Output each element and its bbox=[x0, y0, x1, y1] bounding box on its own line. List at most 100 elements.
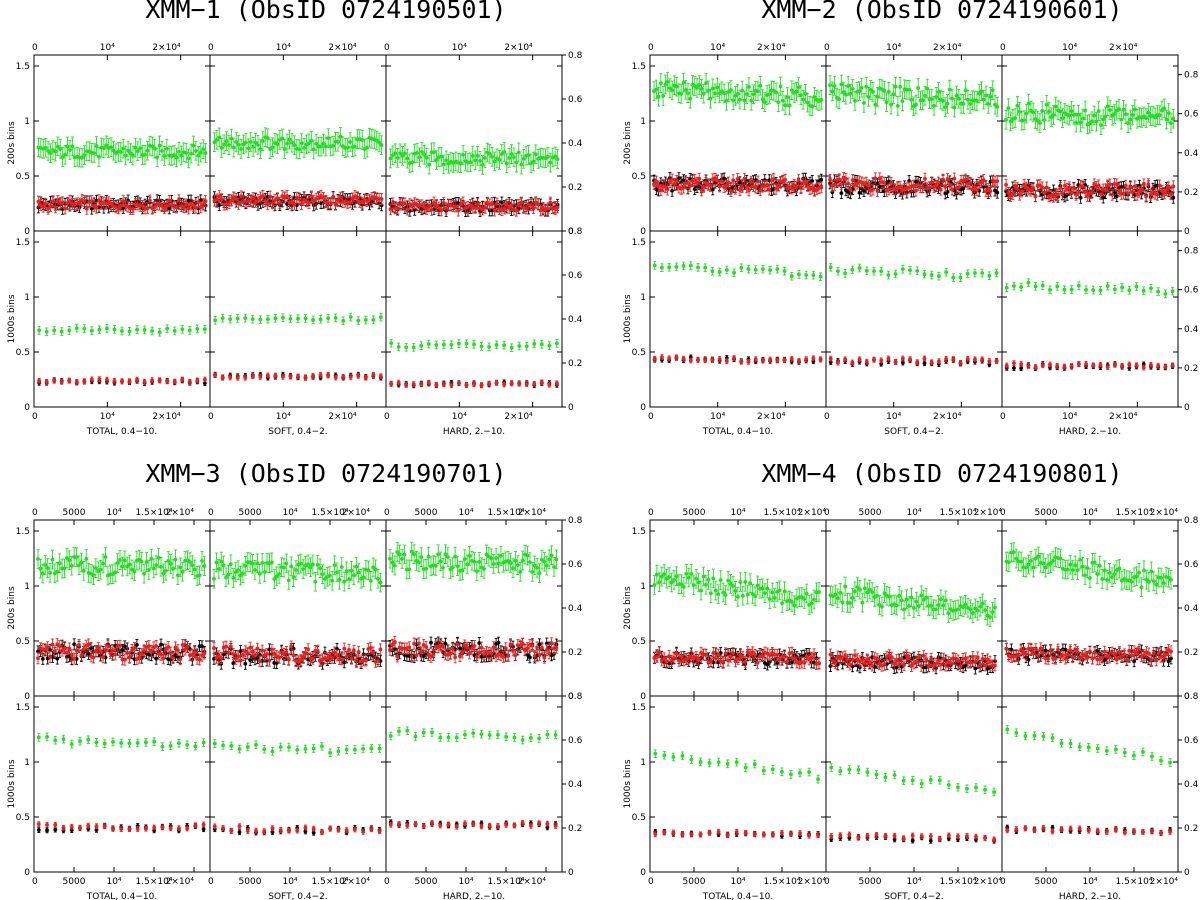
data-point bbox=[688, 261, 693, 270]
data-point bbox=[50, 549, 55, 570]
data-point bbox=[378, 312, 383, 322]
data-point bbox=[692, 76, 697, 96]
data-point bbox=[265, 128, 270, 148]
data-point bbox=[53, 735, 58, 745]
data-point bbox=[746, 264, 751, 274]
y-tick-label-left: 0 bbox=[640, 403, 646, 413]
data-point bbox=[116, 202, 121, 215]
data-point bbox=[915, 266, 920, 276]
series-green bbox=[829, 763, 996, 797]
data-point bbox=[829, 833, 834, 839]
data-point bbox=[922, 360, 927, 367]
y-tick-label-left: 0 bbox=[640, 868, 646, 878]
x-tick-label: 0 bbox=[648, 43, 654, 53]
data-point bbox=[670, 184, 675, 197]
data-point bbox=[929, 270, 934, 280]
data-point bbox=[479, 342, 484, 351]
data-point bbox=[446, 153, 451, 174]
data-point bbox=[48, 143, 53, 163]
data-point bbox=[1127, 361, 1132, 368]
data-point bbox=[948, 599, 953, 619]
data-point bbox=[809, 593, 814, 614]
data-point bbox=[970, 603, 975, 623]
data-point bbox=[214, 193, 219, 206]
data-point bbox=[228, 640, 233, 653]
data-point bbox=[836, 266, 840, 276]
data-point bbox=[196, 145, 201, 166]
data-point bbox=[886, 82, 891, 102]
data-point bbox=[174, 201, 179, 214]
data-point bbox=[701, 83, 706, 104]
data-point bbox=[471, 728, 476, 738]
data-point bbox=[397, 726, 401, 736]
series-red bbox=[388, 819, 558, 830]
data-point bbox=[674, 262, 679, 272]
data-point bbox=[263, 195, 268, 208]
data-point bbox=[43, 137, 48, 158]
data-point bbox=[479, 729, 484, 739]
data-point bbox=[509, 343, 514, 353]
data-point bbox=[1168, 758, 1172, 767]
data-point bbox=[830, 586, 835, 606]
data-point bbox=[393, 143, 398, 164]
y-tick-label-right: 0.2 bbox=[568, 183, 582, 193]
data-point bbox=[728, 80, 733, 100]
data-point bbox=[106, 138, 111, 158]
data-point bbox=[1105, 96, 1110, 117]
data-point bbox=[67, 326, 72, 335]
y-tick-label-right: 0.6 bbox=[1184, 286, 1199, 296]
data-point bbox=[731, 576, 735, 596]
data-point bbox=[184, 143, 189, 163]
series-green bbox=[828, 576, 997, 627]
data-point bbox=[52, 326, 57, 335]
row-label: 200s bins bbox=[7, 121, 17, 165]
y-tick-label-left: 0.5 bbox=[16, 813, 30, 823]
data-point bbox=[441, 340, 446, 349]
data-point bbox=[1151, 571, 1156, 591]
data-point bbox=[248, 195, 253, 208]
x-tick-label: 10⁴ bbox=[1062, 43, 1077, 53]
data-point bbox=[162, 146, 167, 166]
x-tick-label: 0 bbox=[1000, 508, 1006, 518]
y-tick-label-right: 0.4 bbox=[1184, 325, 1199, 335]
data-point bbox=[1105, 281, 1110, 291]
data-point bbox=[1067, 105, 1072, 126]
data-point bbox=[1033, 282, 1038, 291]
data-point bbox=[921, 590, 926, 610]
band-label: HARD, 2.−10. bbox=[1059, 892, 1121, 900]
data-point bbox=[696, 572, 701, 593]
data-point bbox=[143, 144, 147, 165]
chart-group-2: XMM−2 (ObsID 0724190601) 0 10⁴ 2×10⁴ 0 0.5 1 1.… bbox=[623, 0, 1199, 437]
data-point bbox=[44, 327, 49, 337]
data-point bbox=[484, 544, 489, 565]
data-point bbox=[936, 271, 941, 281]
x-tick-label: 2×10⁴ bbox=[328, 43, 357, 53]
y-tick-label-right: 0.4 bbox=[1184, 604, 1199, 614]
data-point bbox=[81, 561, 86, 581]
data-point bbox=[494, 340, 499, 350]
band-label: TOTAL, 0.4−10. bbox=[86, 892, 157, 900]
data-point bbox=[892, 770, 897, 780]
data-point bbox=[893, 358, 898, 365]
data-point bbox=[774, 82, 778, 103]
panel-200s-soft: 0 10⁴ 2×10⁴ bbox=[824, 43, 1003, 232]
data-point bbox=[1171, 108, 1176, 129]
data-point bbox=[133, 137, 138, 158]
data-point bbox=[1053, 96, 1058, 117]
row-label: 200s bins bbox=[623, 121, 633, 165]
data-point bbox=[965, 269, 970, 279]
data-point bbox=[847, 831, 852, 838]
data-point bbox=[430, 728, 434, 737]
x-tick-label: 0 bbox=[32, 508, 38, 518]
data-point bbox=[265, 198, 270, 211]
data-point bbox=[910, 832, 915, 839]
data-point bbox=[256, 135, 260, 155]
data-point bbox=[1088, 568, 1092, 588]
data-point bbox=[258, 139, 263, 159]
series-green bbox=[653, 749, 820, 784]
data-point bbox=[1129, 572, 1134, 592]
y-tick-label-right: 0.6 bbox=[1184, 110, 1199, 120]
x-tick-label: 2×10⁴ bbox=[933, 412, 962, 422]
